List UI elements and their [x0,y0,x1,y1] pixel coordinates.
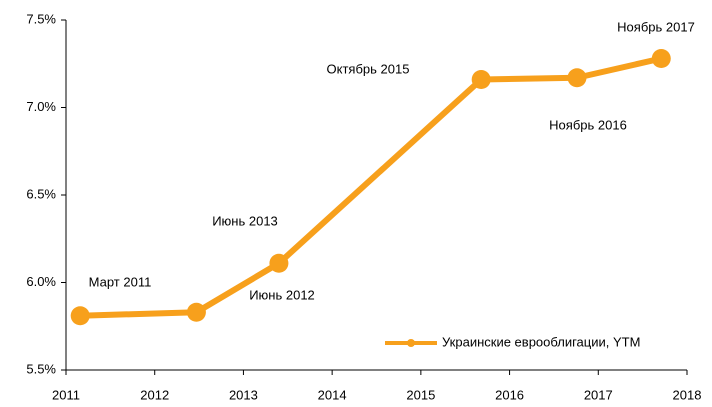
x-tick-label: 2011 [52,387,80,402]
line [80,55,662,319]
x-tick-label: 2016 [495,387,524,402]
marker [567,68,587,88]
y-tick-label: 6.5% [26,186,56,201]
x-tick-label: 2014 [318,387,347,402]
y-tick-label: 6.0% [26,274,56,289]
marker [651,49,671,68]
marker [269,253,289,273]
legend-label: Украинские еврооблигации, YTM [442,334,640,349]
x-tick-label: 2017 [584,387,613,402]
marker [471,70,491,89]
annotation: Ноябрь 2017 [617,19,695,34]
annotation: Март 2011 [89,274,152,289]
x-tick-label: 2015 [406,387,435,402]
legend-marker [407,339,415,347]
annotation: Июнь 2013 [212,213,278,228]
x-tick-label: 2018 [673,387,702,402]
annotation: Октябрь 2015 [327,61,410,76]
annotation: Июнь 2012 [249,287,315,302]
y-tick-label: 7.5% [26,11,56,26]
marker [186,302,206,322]
y-tick-label: 5.5% [26,361,56,376]
x-tick-label: 2013 [229,387,258,402]
marker [70,306,90,326]
x-tick-label: 2012 [140,387,169,402]
y-tick-label: 7.0% [26,99,56,114]
annotation: Ноябрь 2016 [549,117,627,132]
